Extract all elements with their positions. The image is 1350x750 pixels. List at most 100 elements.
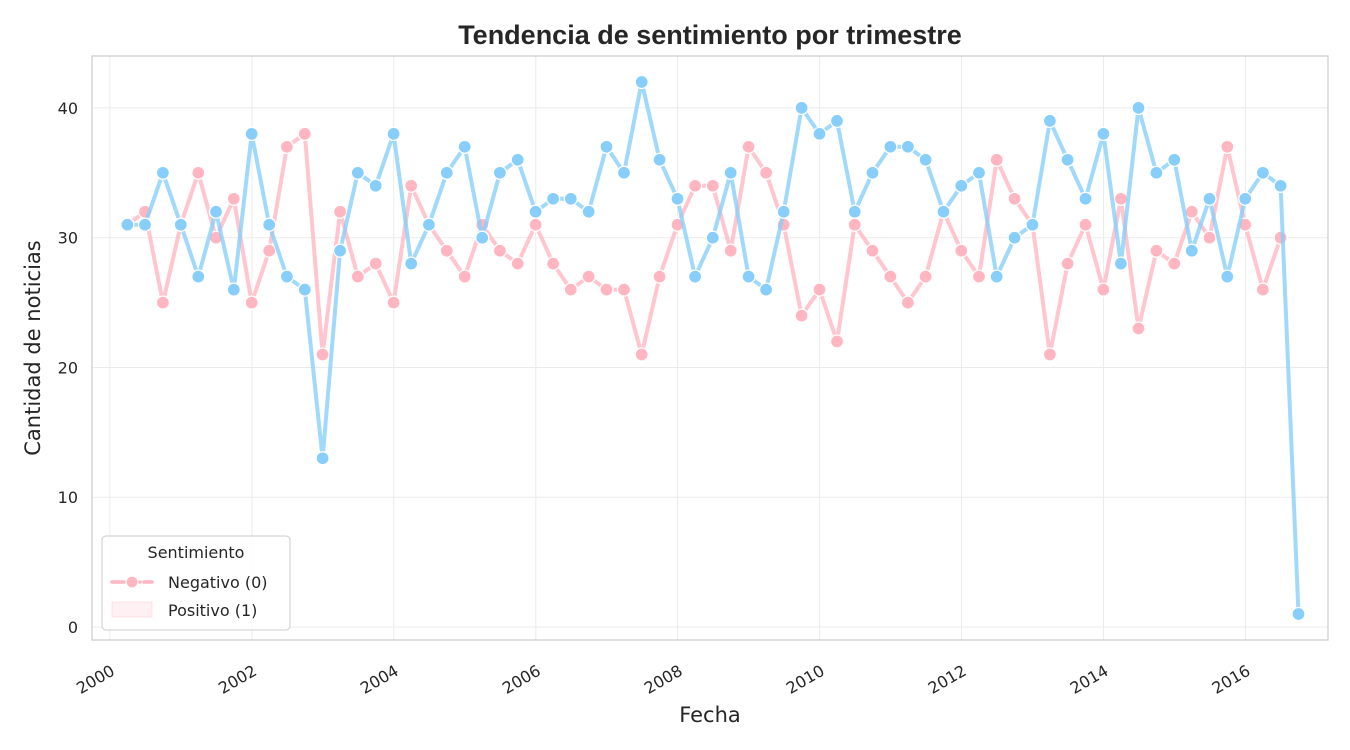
positive-point [226, 282, 241, 297]
negative-point [1149, 243, 1164, 258]
positive-point [439, 165, 454, 180]
negative-point [616, 282, 632, 297]
positive-point [634, 74, 649, 90]
y-tick-label: 40 [58, 99, 78, 118]
negative-point [404, 178, 419, 193]
negative-point [971, 269, 987, 284]
negative-point [492, 243, 508, 258]
y-tick-label: 30 [58, 229, 78, 248]
positive-point [1184, 243, 1199, 258]
negative-point [723, 243, 738, 258]
negative-point [1184, 204, 1199, 219]
positive-point [1202, 191, 1217, 206]
negative-point [155, 295, 171, 310]
positive-point [1255, 165, 1271, 180]
legend-positive-patch [111, 601, 153, 618]
positive-point [350, 165, 365, 180]
positive-point [1238, 191, 1253, 206]
positive-point [1025, 217, 1040, 232]
negative-point [1255, 282, 1271, 297]
positive-point [1220, 269, 1235, 284]
positive-point [510, 152, 525, 167]
legend-title: Sentimiento [148, 543, 245, 562]
positive-point [883, 139, 898, 154]
negative-point [652, 269, 667, 284]
y-tick-label: 10 [58, 488, 78, 507]
positive-point [599, 139, 614, 154]
negative-point [989, 152, 1004, 167]
negative-point [794, 308, 809, 323]
negative-point [191, 165, 206, 180]
negative-point [1131, 321, 1146, 336]
positive-point [297, 282, 312, 297]
positive-point [1060, 152, 1075, 167]
negative-point [758, 165, 774, 180]
negative-point [1078, 217, 1093, 232]
positive-point [1167, 152, 1182, 167]
negative-point [900, 295, 916, 310]
positive-point [404, 256, 419, 271]
positive-point [741, 269, 756, 284]
negative-point [705, 178, 720, 193]
positive-point [1273, 178, 1288, 193]
negative-point [563, 282, 578, 297]
negative-point [528, 217, 543, 232]
positive-point [1042, 113, 1058, 129]
positive-point [315, 451, 330, 466]
positive-point [758, 282, 774, 297]
positive-point [971, 165, 987, 180]
positive-point [847, 204, 862, 219]
positive-point [244, 126, 259, 142]
negative-point [1167, 256, 1182, 271]
y-axis-label: Cantidad de noticias [21, 240, 45, 455]
positive-point [279, 269, 295, 284]
positive-point [208, 204, 224, 219]
negative-point [279, 139, 295, 154]
legend-negative-label: Negativo (0) [168, 573, 268, 592]
positive-point [616, 165, 632, 180]
positive-point [687, 269, 703, 284]
legend: Sentimiento Negativo (0) Positivo (1) [101, 535, 291, 631]
negative-point [1220, 139, 1235, 154]
positive-point [936, 204, 951, 219]
positive-point [386, 126, 401, 142]
positive-point [670, 191, 685, 206]
negative-point [297, 126, 312, 142]
series-negative [120, 126, 1288, 362]
positive-point [776, 204, 791, 219]
positive-point [1096, 126, 1111, 142]
negative-point [244, 295, 259, 310]
grid-lines [92, 56, 1328, 640]
negative-point [332, 204, 348, 219]
negative-point [741, 139, 756, 154]
negative-point [918, 269, 933, 284]
positive-point [1291, 606, 1306, 622]
positive-point [794, 100, 809, 116]
series-positive [120, 74, 1306, 622]
positive-point [705, 230, 720, 245]
negative-point [687, 178, 703, 193]
positive-point [1007, 230, 1022, 245]
chart-title: Tendencia de sentimiento por trimestre [458, 20, 962, 50]
negative-point [545, 256, 561, 271]
positive-point [581, 204, 596, 219]
negative-point [847, 217, 862, 232]
positive-point [528, 204, 543, 219]
positive-point [1078, 191, 1093, 206]
positive-point [723, 165, 738, 180]
legend-box [101, 535, 291, 631]
negative-point [439, 243, 454, 258]
x-axis-label: Fecha [679, 703, 741, 727]
positive-point [191, 269, 206, 284]
positive-point [137, 217, 153, 232]
positive-point [332, 243, 348, 258]
negative-point [829, 334, 845, 349]
negative-point [581, 269, 596, 284]
plot-area-frame [91, 55, 1329, 641]
negative-point [812, 282, 827, 297]
positive-point [262, 217, 277, 232]
legend-negative-marker [125, 575, 139, 589]
positive-point [368, 178, 383, 193]
